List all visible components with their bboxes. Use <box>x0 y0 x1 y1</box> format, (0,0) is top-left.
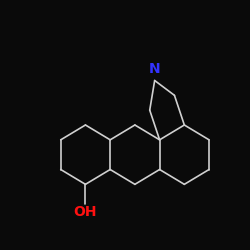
Text: N: N <box>149 62 160 76</box>
Text: OH: OH <box>74 204 97 218</box>
